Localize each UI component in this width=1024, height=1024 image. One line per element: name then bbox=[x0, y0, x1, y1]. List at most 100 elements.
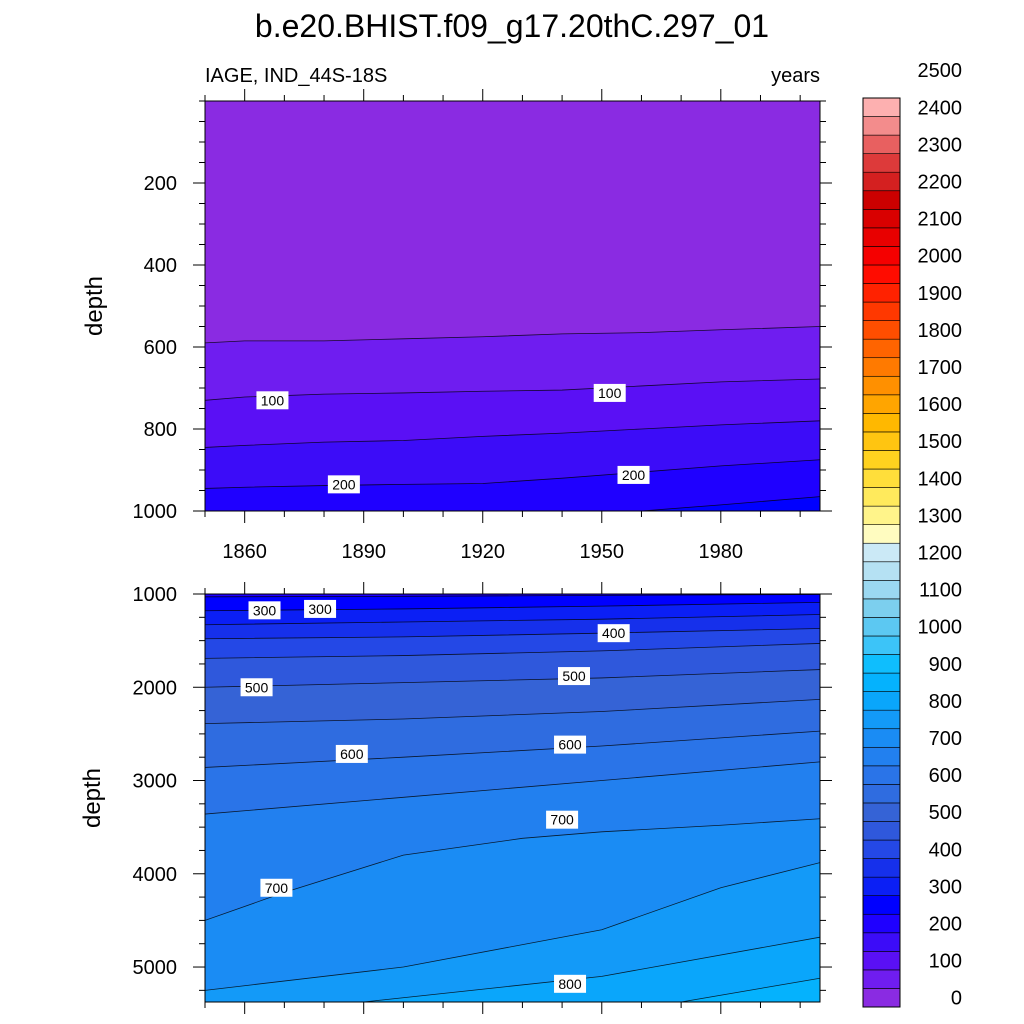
contour-label-text: 200 bbox=[622, 467, 646, 483]
y-tick-label: 800 bbox=[144, 419, 177, 441]
colorbar-cell bbox=[862, 635, 901, 655]
contour-label-text: 600 bbox=[340, 746, 364, 762]
contour-label-text: 500 bbox=[245, 679, 269, 695]
colorbar-label: 1600 bbox=[918, 394, 963, 416]
x-tick-label: 1920 bbox=[460, 541, 505, 563]
colorbar-cell bbox=[862, 264, 901, 284]
contour-label: 500 bbox=[558, 667, 590, 686]
contour-label: 700 bbox=[260, 878, 293, 897]
contour-line bbox=[205, 698, 820, 725]
colorbar-cell bbox=[862, 413, 901, 433]
contour-label: 600 bbox=[554, 735, 587, 754]
top-panel: 100 100 200 200 1860 1890 1920 1950 1980 200 400 60… bbox=[133, 89, 832, 563]
colorbar-cell bbox=[862, 190, 901, 210]
contour-label-box bbox=[256, 391, 289, 410]
contour-fill-band bbox=[205, 459, 820, 511]
contour-lines bbox=[205, 594, 820, 1002]
x-tick-label: 1860 bbox=[222, 541, 267, 563]
colorbar-cell bbox=[862, 209, 901, 229]
colorbar-cell bbox=[862, 709, 901, 730]
y-tick-label: 3000 bbox=[133, 771, 178, 793]
contour-label-text: 500 bbox=[562, 668, 586, 684]
colorbar-cell bbox=[862, 580, 901, 600]
contour-label-text: 200 bbox=[332, 476, 356, 492]
colorbar-label: 1900 bbox=[918, 283, 963, 305]
colorbar-cell bbox=[862, 802, 901, 822]
contour-label-box bbox=[554, 974, 587, 993]
colorbar-label: 300 bbox=[929, 876, 962, 898]
colorbar-label: 1300 bbox=[918, 505, 963, 527]
colorbar-cell bbox=[862, 246, 901, 266]
colorbar-label: 400 bbox=[929, 839, 962, 861]
colorbar-cell bbox=[862, 505, 901, 525]
left-subtitle: IAGE, IND_44S-18S bbox=[205, 65, 387, 87]
contour-label-box bbox=[558, 667, 590, 686]
contour-label-text: 800 bbox=[558, 976, 582, 992]
colorbar-cell bbox=[862, 357, 901, 377]
bottom-panel: 300 300 400 500 500 600 600 700 700 800 1000 2000 30… bbox=[133, 582, 832, 1014]
contour-line bbox=[205, 628, 820, 640]
colorbar-label: 1800 bbox=[918, 320, 963, 342]
colorbar-cell bbox=[862, 746, 901, 767]
contour-line bbox=[363, 936, 820, 1002]
colorbar-cell bbox=[862, 765, 901, 785]
colorbar-label: 2100 bbox=[918, 209, 963, 231]
contour-label: 300 bbox=[248, 601, 281, 620]
top-y-axis-label: depth bbox=[81, 276, 108, 336]
contour-label: 800 bbox=[554, 974, 587, 993]
contour-label-box bbox=[617, 465, 650, 484]
contour-label-box bbox=[593, 383, 626, 402]
colorbar-cell bbox=[862, 617, 901, 637]
colorbar-label: 100 bbox=[929, 951, 962, 973]
colorbar-cell bbox=[862, 691, 901, 711]
contour-label-box bbox=[304, 599, 337, 618]
contour-line bbox=[205, 761, 820, 815]
contour-label-text: 700 bbox=[550, 812, 574, 828]
contour-lines bbox=[205, 326, 820, 511]
contour-label-text: 100 bbox=[598, 385, 622, 401]
colorbar-cell bbox=[862, 301, 901, 321]
bottom-y-axis-label: depth bbox=[79, 768, 106, 828]
colorbar-cell bbox=[862, 227, 901, 247]
contour-fill-band bbox=[205, 978, 820, 1002]
colorbar-cell bbox=[862, 171, 901, 192]
y-tick-label: 5000 bbox=[133, 957, 178, 979]
colorbar-frame bbox=[862, 97, 901, 1008]
colorbar-label: 800 bbox=[929, 691, 962, 713]
colorbar-label: 2400 bbox=[918, 97, 963, 119]
contour-label-text: 700 bbox=[265, 880, 289, 896]
colorbar-cell bbox=[862, 932, 901, 952]
y-tick-label: 600 bbox=[144, 337, 177, 359]
contour-line bbox=[205, 594, 820, 598]
colorbar-cell bbox=[862, 375, 901, 396]
contour-line bbox=[681, 977, 820, 1002]
contour-line bbox=[205, 730, 820, 768]
contour-label-box bbox=[546, 810, 579, 829]
colorbar-cell bbox=[862, 951, 901, 971]
contour-line bbox=[205, 459, 820, 489]
colorbar: 0 100 200 300 400 500 600 700 800 900 1000 1100 1200… bbox=[862, 60, 963, 1010]
y-tick-label: 1000 bbox=[133, 584, 178, 606]
contour-fill-band bbox=[205, 937, 820, 1002]
colorbar-label: 0 bbox=[951, 988, 962, 1010]
contour-label: 700 bbox=[546, 810, 579, 829]
y-tick-label: 1000 bbox=[133, 501, 178, 523]
contour-label-box bbox=[597, 624, 630, 643]
contour-line bbox=[205, 420, 820, 448]
colorbar-cell bbox=[862, 784, 901, 804]
colorbar-cell bbox=[862, 153, 901, 173]
colorbar-label: 200 bbox=[929, 914, 962, 936]
chart-title: b.e20.BHIST.f09_g17.20thC.297_01 bbox=[255, 8, 769, 44]
colorbar-label: 700 bbox=[929, 728, 962, 750]
colorbar-cell bbox=[862, 654, 901, 674]
colorbar-label: 900 bbox=[929, 654, 962, 676]
colorbar-cell bbox=[862, 561, 901, 581]
colorbar-label: 500 bbox=[929, 802, 962, 824]
colorbar-cell bbox=[862, 876, 901, 896]
x-tick-label: 1980 bbox=[699, 541, 744, 563]
contour-line bbox=[205, 862, 820, 991]
contour-label-box bbox=[335, 744, 368, 763]
y-tick-label: 2000 bbox=[133, 677, 178, 699]
contour-label-box bbox=[327, 475, 360, 494]
contour-label: 400 bbox=[597, 624, 630, 643]
